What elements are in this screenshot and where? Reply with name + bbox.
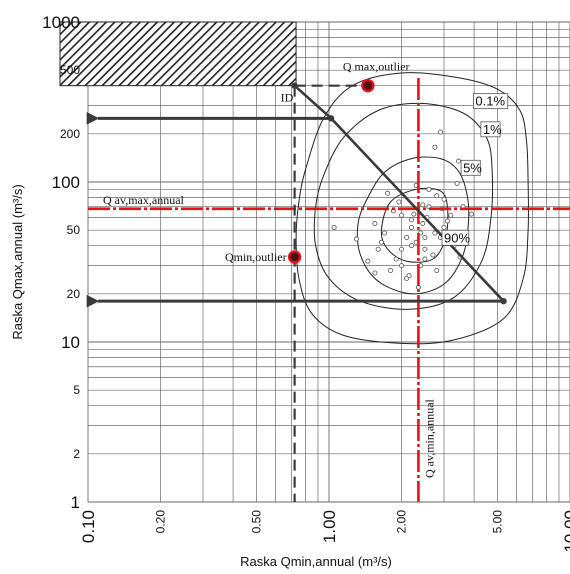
contour-90pct bbox=[380, 187, 449, 263]
observation-point bbox=[365, 258, 371, 264]
x-axis-label: Raska Qmin,annual (m³/s) bbox=[240, 554, 392, 569]
observation-point bbox=[353, 236, 359, 242]
tick-labels: 1000 500 200 100 50 20 10 5 2 10.10 0.20 0.50 1.00 2.… bbox=[42, 13, 570, 553]
observation-point bbox=[420, 202, 426, 208]
observation-point bbox=[456, 158, 462, 164]
observation-point bbox=[382, 230, 388, 236]
contour-label-box bbox=[472, 93, 509, 110]
observation-point bbox=[409, 217, 415, 223]
hatched-region bbox=[59, 21, 297, 87]
observation-point bbox=[404, 234, 410, 240]
observation-point bbox=[432, 144, 438, 150]
observation-point bbox=[409, 243, 415, 249]
observation-point bbox=[372, 270, 378, 276]
observation-point bbox=[420, 221, 426, 227]
contour-label: 90% bbox=[444, 230, 470, 245]
observation-point bbox=[372, 221, 378, 227]
x-tick-label: 5.00 bbox=[490, 510, 504, 534]
y-tick-label: 1000 bbox=[42, 13, 80, 32]
x-tick-label: 0.10 bbox=[79, 510, 98, 543]
contour-0-1pct bbox=[295, 72, 530, 345]
observation-point bbox=[441, 224, 447, 230]
observation-point bbox=[444, 218, 450, 224]
y-tick-label: 200 bbox=[60, 127, 80, 141]
observation-point bbox=[454, 180, 460, 186]
contour-label-box bbox=[460, 159, 481, 176]
observation-point bbox=[399, 246, 405, 252]
contour-label-box bbox=[441, 229, 470, 246]
observation-point bbox=[393, 256, 399, 262]
outlier-point bbox=[361, 78, 375, 93]
observation-point bbox=[422, 246, 428, 252]
observation-point bbox=[411, 211, 417, 217]
id-line-vertex bbox=[500, 297, 507, 305]
y-tick-label: 50 bbox=[67, 223, 81, 237]
observation-point bbox=[434, 193, 440, 199]
observation-point bbox=[396, 199, 402, 205]
observation-point bbox=[331, 224, 337, 230]
id-line-vertex bbox=[327, 115, 335, 122]
label-q-av-min: Q av,min,annual bbox=[422, 398, 436, 478]
observation-point bbox=[385, 190, 391, 196]
observation-point bbox=[434, 267, 440, 273]
observation-point bbox=[422, 234, 428, 240]
y-tick-label: 500 bbox=[60, 63, 80, 77]
y-tick-label: 2 bbox=[73, 447, 80, 461]
y-axis-label: Raska Qmax,annual (m³/s) bbox=[10, 184, 25, 339]
label-q-av-max: Q av,max,annual bbox=[103, 193, 185, 207]
mean-lines bbox=[88, 78, 570, 502]
contour-label: 0.1% bbox=[475, 94, 505, 109]
y-tick-label: 20 bbox=[67, 287, 81, 301]
observation-point bbox=[399, 263, 405, 269]
y-tick-label: 1 bbox=[71, 493, 80, 512]
contour-label-box bbox=[480, 121, 501, 138]
x-tick-label: 10.00 bbox=[561, 510, 570, 553]
contour-1pct bbox=[313, 102, 494, 310]
observation-point bbox=[399, 212, 405, 218]
observation-points bbox=[331, 129, 474, 290]
observation-point bbox=[432, 230, 438, 236]
hatched-area bbox=[59, 21, 297, 87]
observation-point bbox=[441, 196, 447, 202]
observation-point bbox=[437, 129, 443, 135]
contour-label: 5% bbox=[463, 160, 482, 175]
observation-point bbox=[448, 212, 454, 218]
y-tick-label: 10 bbox=[61, 333, 80, 352]
annotations: Q max,outlier Qmin,outlier ID Q av,max,annu… bbox=[86, 60, 509, 502]
observation-point bbox=[388, 267, 394, 273]
label-qmax-outlier: Q max,outlier bbox=[343, 60, 410, 74]
outlier-point bbox=[287, 250, 302, 264]
observation-point bbox=[422, 256, 428, 262]
y-tick-label: 100 bbox=[52, 173, 80, 192]
observation-point bbox=[468, 211, 474, 217]
observation-point bbox=[409, 224, 415, 230]
x-tick-label: 1.00 bbox=[320, 510, 339, 543]
x-tick-label: 0.50 bbox=[249, 510, 263, 534]
observation-point bbox=[406, 273, 412, 279]
observation-point bbox=[375, 246, 381, 252]
y-tick-label: 5 bbox=[73, 383, 80, 397]
x-tick-label: 2.00 bbox=[395, 510, 409, 534]
contour-label: 1% bbox=[483, 122, 502, 137]
observation-point bbox=[426, 186, 432, 192]
observation-point bbox=[378, 239, 384, 245]
label-id: ID bbox=[281, 91, 294, 105]
x-tick-label: 0.20 bbox=[154, 510, 168, 534]
label-qmin-outlier: Qmin,outlier bbox=[225, 250, 287, 264]
observation-point bbox=[430, 252, 436, 258]
